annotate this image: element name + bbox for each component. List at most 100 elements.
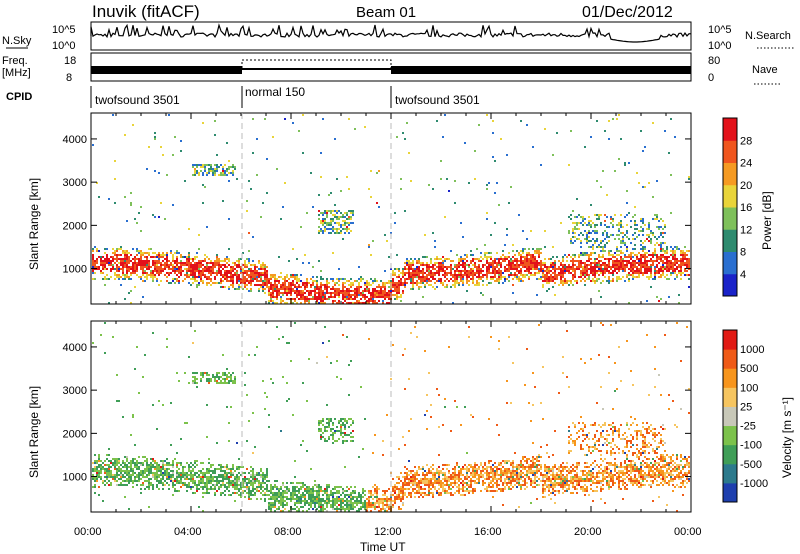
echo-cell: [278, 496, 280, 498]
echo-cell: [312, 488, 314, 490]
echo-cell: [688, 264, 690, 266]
echo-cell: [608, 260, 610, 262]
echo-cell: [114, 468, 116, 470]
echo-cell: [618, 264, 620, 266]
echo-cell: [284, 490, 286, 492]
echo-cell: [204, 372, 206, 374]
echo-cell: [408, 276, 410, 278]
echo-cell: [98, 494, 100, 496]
echo-cell: [316, 302, 318, 304]
echo-cell: [324, 288, 326, 290]
echo-cell: [152, 214, 154, 216]
echo-cell: [208, 458, 210, 460]
echo-cell: [326, 214, 328, 216]
echo-cell: [552, 264, 554, 266]
echo-cell: [642, 256, 644, 258]
echo-cell: [478, 274, 480, 276]
echo-cell: [258, 284, 260, 286]
echo-cell: [600, 242, 602, 244]
echo-cell: [102, 462, 104, 464]
echo-cell: [166, 482, 168, 484]
echo-cell: [338, 296, 340, 298]
echo-cell: [206, 374, 208, 376]
echo-cell: [604, 250, 606, 252]
echo-cell: [338, 430, 340, 432]
echo-cell: [328, 296, 330, 298]
echo-cell: [158, 254, 160, 256]
echo-cell: [276, 296, 278, 298]
echo-cell: [292, 490, 294, 492]
echo-cell: [680, 260, 682, 262]
echo-cell: [608, 250, 610, 252]
echo-cell: [494, 222, 496, 224]
echo-cell: [336, 302, 338, 304]
echo-cell: [390, 280, 392, 282]
echo-cell: [534, 256, 536, 258]
echo-cell: [672, 256, 674, 258]
echo-cell: [462, 282, 464, 284]
echo-cell: [586, 238, 588, 240]
echo-cell: [460, 274, 462, 276]
echo-cell: [536, 272, 538, 274]
echo-cell: [576, 266, 578, 268]
echo-cell: [206, 480, 208, 482]
echo-cell: [232, 480, 234, 482]
echo-cell: [256, 346, 258, 348]
echo-cell: [478, 124, 480, 126]
echo-cell: [142, 268, 144, 270]
echo-cell: [178, 268, 180, 270]
echo-cell: [110, 462, 112, 464]
echo-cell: [596, 224, 598, 226]
echo-cell: [666, 248, 668, 250]
echo-cell: [486, 114, 488, 116]
echo-cell: [204, 258, 206, 260]
echo-cell: [228, 218, 230, 220]
echo-cell: [134, 444, 136, 446]
echo-cell: [284, 508, 286, 510]
echo-cell: [334, 210, 336, 212]
echo-cell: [658, 276, 660, 278]
echo-cell: [458, 262, 460, 264]
echo-cell: [676, 260, 678, 262]
echo-cell: [142, 376, 144, 378]
echo-cell: [148, 472, 150, 474]
echo-cell: [302, 382, 304, 384]
echo-cell: [132, 458, 134, 460]
echo-cell: [270, 504, 272, 506]
echo-cell: [574, 268, 576, 270]
echo-cell: [200, 170, 202, 172]
echo-cell: [208, 170, 210, 172]
echo-cell: [644, 240, 646, 242]
echo-cell: [288, 298, 290, 300]
echo-cell: [292, 274, 294, 276]
echo-cell: [314, 298, 316, 300]
echo-cell: [594, 276, 596, 278]
echo-cell: [626, 262, 628, 264]
echo-cell: [314, 502, 316, 504]
echo-cell: [218, 482, 220, 484]
echo-cell: [688, 262, 690, 264]
echo-cell: [116, 470, 118, 472]
echo-cell: [548, 268, 550, 270]
echo-cell: [124, 470, 126, 472]
echo-cell: [224, 466, 226, 468]
echo-cell: [430, 258, 432, 260]
echo-cell: [212, 270, 214, 272]
echo-cell: [104, 352, 106, 354]
echo-cell: [596, 264, 598, 266]
echo-cell: [638, 258, 640, 260]
echo-cell: [432, 276, 434, 278]
echo-cell: [418, 278, 420, 280]
echo-cell: [322, 294, 324, 296]
echo-cell: [322, 418, 324, 420]
echo-cell: [180, 262, 182, 264]
echo-cell: [140, 254, 142, 256]
echo-cell: [146, 256, 148, 258]
echo-cell: [262, 380, 264, 382]
site-title: Inuvik (fitACF): [92, 2, 200, 21]
echo-cell: [206, 436, 208, 438]
echo-cell: [534, 252, 536, 254]
echo-cell: [104, 262, 106, 264]
echo-cell: [434, 258, 436, 260]
echo-cell: [620, 242, 622, 244]
